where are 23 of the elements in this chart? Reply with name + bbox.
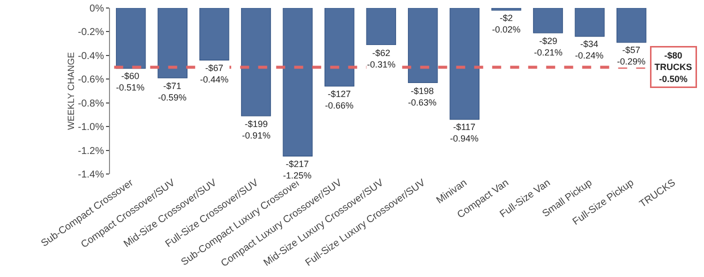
y-tick-label: -1.4% [78, 170, 104, 180]
data-label: -$57 -0.29% [617, 45, 646, 67]
data-label: -$217 -1.25% [283, 159, 312, 181]
data-label: -$67 -0.44% [200, 63, 229, 85]
y-tick-label: -1.2% [78, 146, 104, 157]
y-tick-label: -0.6% [78, 74, 104, 86]
data-label: -$71 -0.59% [158, 81, 187, 103]
data-label: -$62 -0.31% [367, 48, 396, 70]
data-label: -$117 -0.94% [450, 122, 479, 144]
data-label: -$198 -0.63% [408, 86, 437, 108]
data-label: -$34 -0.24% [575, 39, 604, 61]
data-label: -$199 -0.91% [242, 119, 271, 141]
ref-line-label: -$80 TRUCKS -0.50% [654, 50, 692, 84]
y-tick-label: -0.2% [78, 27, 104, 38]
data-label: -$60 -0.51% [116, 71, 145, 93]
y-axis-title: WEEKLY CHANGE [66, 52, 76, 130]
data-label: -$2 -0.02% [492, 13, 521, 35]
y-tick-label: 0% [90, 4, 104, 14]
y-tick-label: -0.4% [78, 50, 104, 62]
data-label: -$127 -0.66% [325, 89, 354, 111]
y-tick-label: -1.0% [78, 122, 104, 134]
data-label: -$29 -0.21% [534, 36, 563, 58]
y-tick-label: -0.8% [78, 98, 104, 110]
